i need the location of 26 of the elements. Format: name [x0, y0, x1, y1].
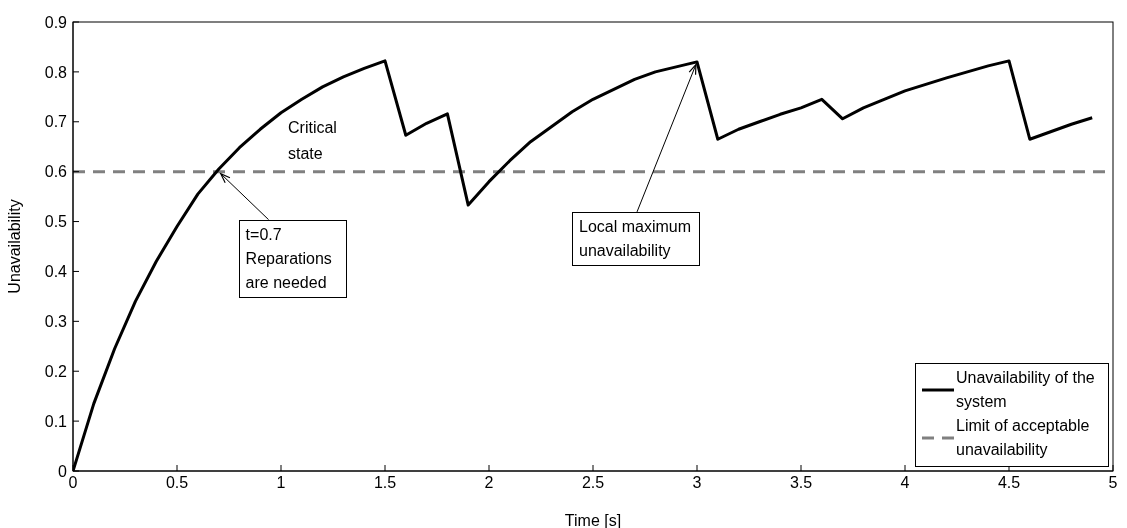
- y-tick-label: 0.7: [44, 113, 68, 131]
- y-tick-label: 0: [58, 462, 68, 480]
- y-tick-label: 0.6: [44, 163, 68, 181]
- y-tick-label: 0.8: [44, 63, 68, 81]
- y-tick-label: 0.9: [44, 13, 68, 31]
- y-tick-label: 0.2: [44, 362, 68, 380]
- legend-label: Limit of acceptable unavailability: [956, 416, 1091, 460]
- annotation: t=0.7 Reparations are needed: [238, 219, 347, 298]
- x-tick-label: 0.5: [165, 474, 189, 492]
- x-tick-label: 4.5: [997, 474, 1021, 492]
- y-tick-label: 0.3: [44, 313, 68, 331]
- x-tick-label: 1.5: [373, 474, 397, 492]
- x-tick-label: 3: [692, 474, 702, 492]
- y-tick-label: 0.1: [44, 412, 68, 430]
- x-tick-label: 4: [900, 474, 910, 492]
- x-tick-label: 1: [276, 474, 286, 492]
- y-tick-label: 0.4: [44, 263, 68, 281]
- x-tick-label: 5: [1108, 474, 1118, 492]
- y-tick-label: 0.5: [44, 213, 68, 231]
- x-tick-label: 3.5: [789, 474, 813, 492]
- x-tick-label: 2: [484, 474, 494, 492]
- y-axis-title: Unavailability: [5, 199, 23, 294]
- legend-label: Unavailability of the system: [956, 368, 1096, 412]
- x-tick-label: 2.5: [581, 474, 605, 492]
- annotation: Local maximum unavailability: [572, 211, 700, 266]
- annotation: Critical state: [288, 118, 338, 164]
